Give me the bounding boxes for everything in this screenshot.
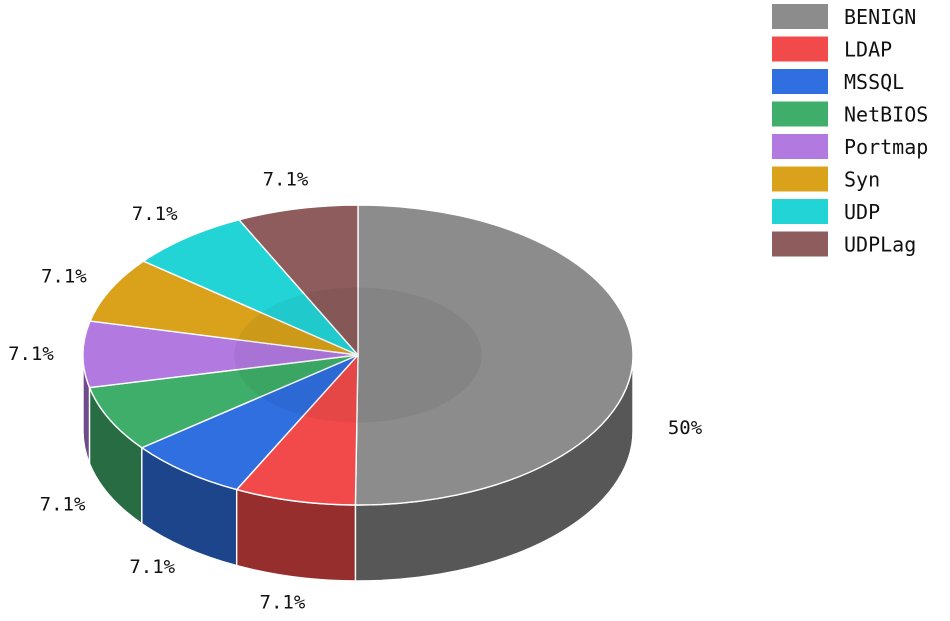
data-label-ldap: 7.1% [260,591,306,613]
slice-portmap [82,320,359,389]
legend-swatch-mssql [772,69,828,94]
legend-swatch-udp [772,199,828,224]
legend-label-udplag: UDPLag [844,233,916,257]
legend-label-benign: BENIGN [844,5,916,29]
pie-top [82,204,634,506]
data-label-syn: 7.1% [41,265,87,287]
data-label-mssql: 7.1% [129,556,175,578]
pie-inner-shade [234,287,482,423]
legend: BENIGN LDAP MSSQL NetBIOS Portmap Syn UDP UDPLa… [772,4,928,257]
data-label-benign: 50% [668,417,703,439]
slice-syn [89,260,359,356]
legend-label-syn: Syn [844,168,880,192]
legend-swatch-udplag [772,231,828,257]
slice-mssql [140,354,359,491]
data-label-udp: 7.1% [132,203,178,225]
legend-label-ldap: LDAP [844,38,892,62]
slice-udp [142,218,359,356]
legend-swatch-benign [772,4,828,29]
slice-netbios [88,354,359,449]
slice-benign [354,204,634,506]
pie-labels: 50% 7.1% 7.1% 7.1% 7.1% 7.1% 7.1% 7.1% [8,168,703,613]
legend-swatch-portmap [772,134,828,159]
legend-label-mssql: MSSQL [844,70,904,94]
data-label-portmap: 7.1% [8,343,54,365]
legend-swatch-netbios [772,101,828,127]
legend-label-portmap: Portmap [844,135,928,159]
slice-ldap [235,353,359,506]
legend-swatch-ldap [772,36,828,62]
data-label-udplag: 7.1% [263,168,309,190]
legend-label-udp: UDP [844,200,880,224]
data-label-netbios: 7.1% [40,493,86,515]
legend-swatch-syn [772,166,828,192]
legend-label-netbios: NetBIOS [844,103,928,127]
slice-udplag [237,204,359,357]
